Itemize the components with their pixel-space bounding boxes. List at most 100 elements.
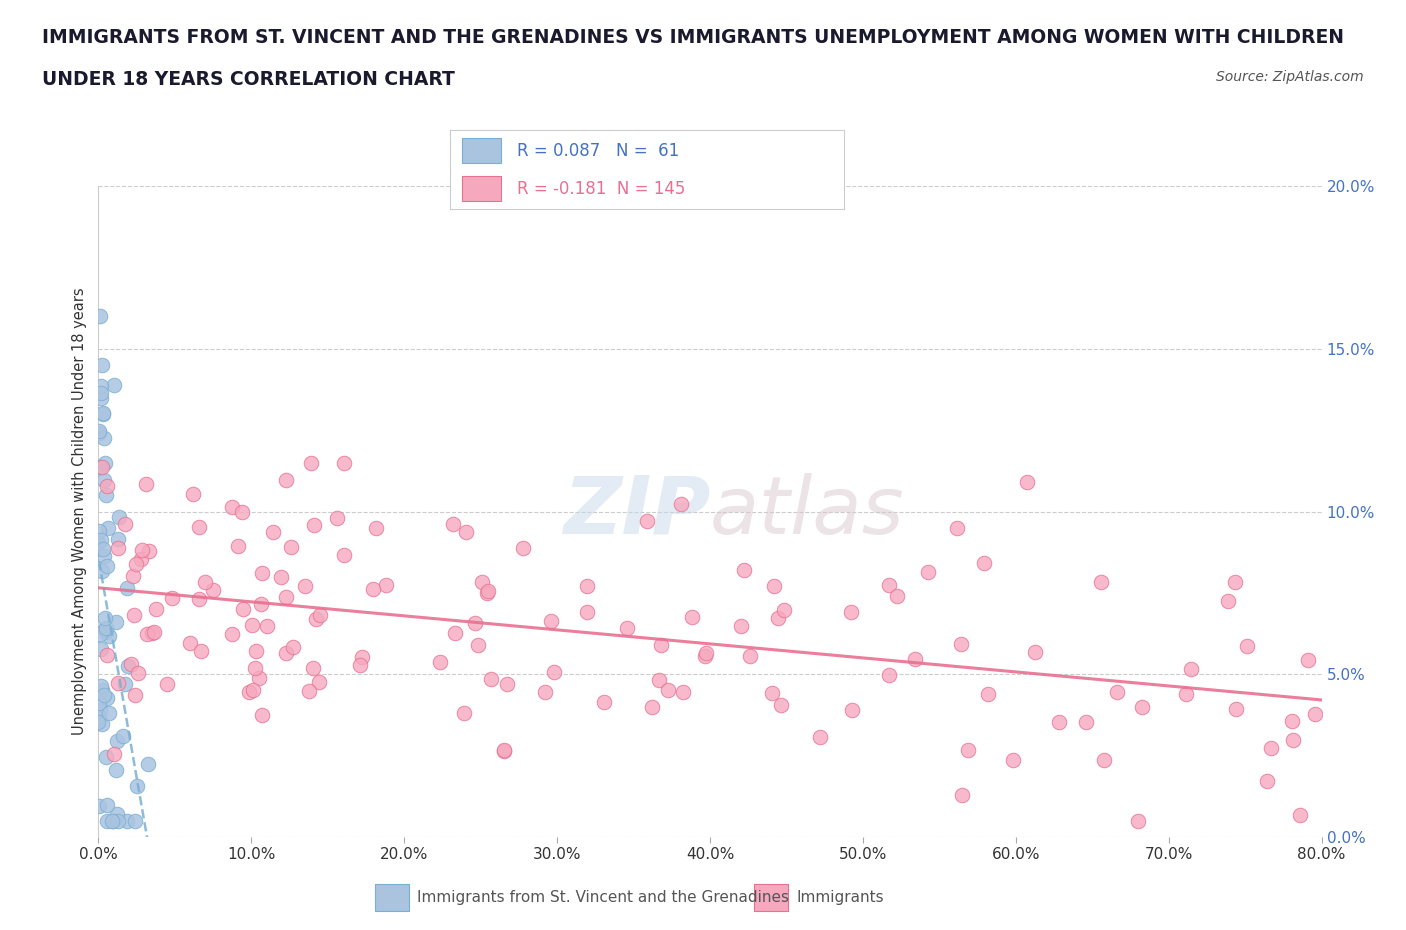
- Point: [105, 806, 128, 821]
- Point: [543, 664, 565, 679]
- Point: [274, 590, 297, 604]
- Point: [1282, 733, 1305, 748]
- Point: [429, 654, 451, 669]
- Point: [96, 798, 118, 813]
- Point: [89, 799, 111, 814]
- Point: [276, 645, 298, 660]
- Point: [1296, 652, 1319, 667]
- Point: [160, 591, 183, 606]
- Point: [247, 671, 270, 685]
- Point: [945, 520, 967, 535]
- Point: [183, 486, 205, 501]
- Point: [695, 645, 717, 660]
- Point: [1180, 662, 1202, 677]
- Point: [957, 743, 980, 758]
- Point: [89, 626, 111, 641]
- Point: [96, 647, 118, 662]
- Point: [1105, 684, 1128, 699]
- Point: [761, 685, 783, 700]
- Point: [302, 518, 325, 533]
- Point: [1223, 575, 1246, 590]
- Point: [1015, 474, 1038, 489]
- Point: [107, 531, 129, 546]
- Point: [641, 700, 664, 715]
- Point: [90, 391, 112, 405]
- Point: [96, 813, 118, 829]
- Point: [89, 702, 111, 717]
- Point: [108, 510, 131, 525]
- Point: [280, 539, 302, 554]
- Point: [308, 675, 330, 690]
- Point: [1216, 593, 1239, 608]
- Point: [105, 763, 128, 777]
- Point: [886, 589, 908, 604]
- Text: Source: ZipAtlas.com: Source: ZipAtlas.com: [1216, 70, 1364, 84]
- Point: [877, 668, 900, 683]
- Point: [1130, 699, 1153, 714]
- Point: [375, 578, 398, 592]
- Point: [534, 684, 557, 699]
- Point: [89, 459, 111, 474]
- Text: IMMIGRANTS FROM ST. VINCENT AND THE GRENADINES VS IMMIGRANTS UNEMPLOYMENT AMONG : IMMIGRANTS FROM ST. VINCENT AND THE GREN…: [42, 28, 1344, 46]
- Point: [226, 538, 249, 553]
- Point: [1225, 701, 1247, 716]
- Point: [841, 702, 863, 717]
- Point: [471, 574, 494, 589]
- Point: [127, 779, 149, 794]
- Point: [96, 478, 118, 493]
- Point: [769, 698, 792, 712]
- Point: [730, 618, 752, 633]
- Point: [114, 676, 136, 691]
- Point: [333, 548, 356, 563]
- Point: [973, 556, 995, 571]
- Point: [188, 591, 211, 606]
- Point: [111, 729, 134, 744]
- Point: [243, 660, 266, 675]
- Point: [810, 730, 832, 745]
- Point: [179, 636, 201, 651]
- Point: [98, 705, 121, 720]
- Point: [98, 629, 121, 644]
- Bar: [754, 884, 789, 911]
- Point: [138, 756, 160, 771]
- Point: [249, 597, 271, 612]
- Point: [232, 602, 254, 617]
- Point: [90, 642, 112, 657]
- Point: [467, 637, 489, 652]
- Point: [350, 649, 373, 664]
- Point: [90, 386, 112, 401]
- Point: [122, 607, 145, 622]
- Text: R = -0.181  N = 145: R = -0.181 N = 145: [517, 179, 685, 198]
- Point: [125, 557, 148, 572]
- Point: [695, 648, 717, 663]
- Point: [904, 651, 927, 666]
- Point: [494, 743, 516, 758]
- Point: [512, 540, 534, 555]
- Point: [240, 618, 263, 632]
- Point: [294, 578, 316, 593]
- Point: [762, 578, 785, 593]
- Point: [281, 640, 304, 655]
- Text: ZIP: ZIP: [562, 472, 710, 551]
- Point: [87, 536, 110, 551]
- Point: [120, 657, 142, 671]
- Point: [87, 710, 110, 724]
- Point: [298, 684, 321, 698]
- Point: [89, 425, 111, 440]
- Point: [131, 551, 153, 566]
- Point: [479, 672, 502, 687]
- Point: [495, 676, 517, 691]
- Point: [91, 683, 114, 698]
- Point: [657, 682, 679, 697]
- Point: [672, 684, 695, 699]
- Point: [221, 499, 243, 514]
- Point: [1090, 575, 1112, 590]
- Point: [122, 568, 145, 583]
- Point: [90, 379, 112, 393]
- Point: [90, 533, 112, 548]
- Point: [96, 620, 118, 635]
- Point: [366, 521, 388, 536]
- Point: [115, 580, 138, 595]
- Point: [145, 602, 167, 617]
- Point: [96, 690, 118, 705]
